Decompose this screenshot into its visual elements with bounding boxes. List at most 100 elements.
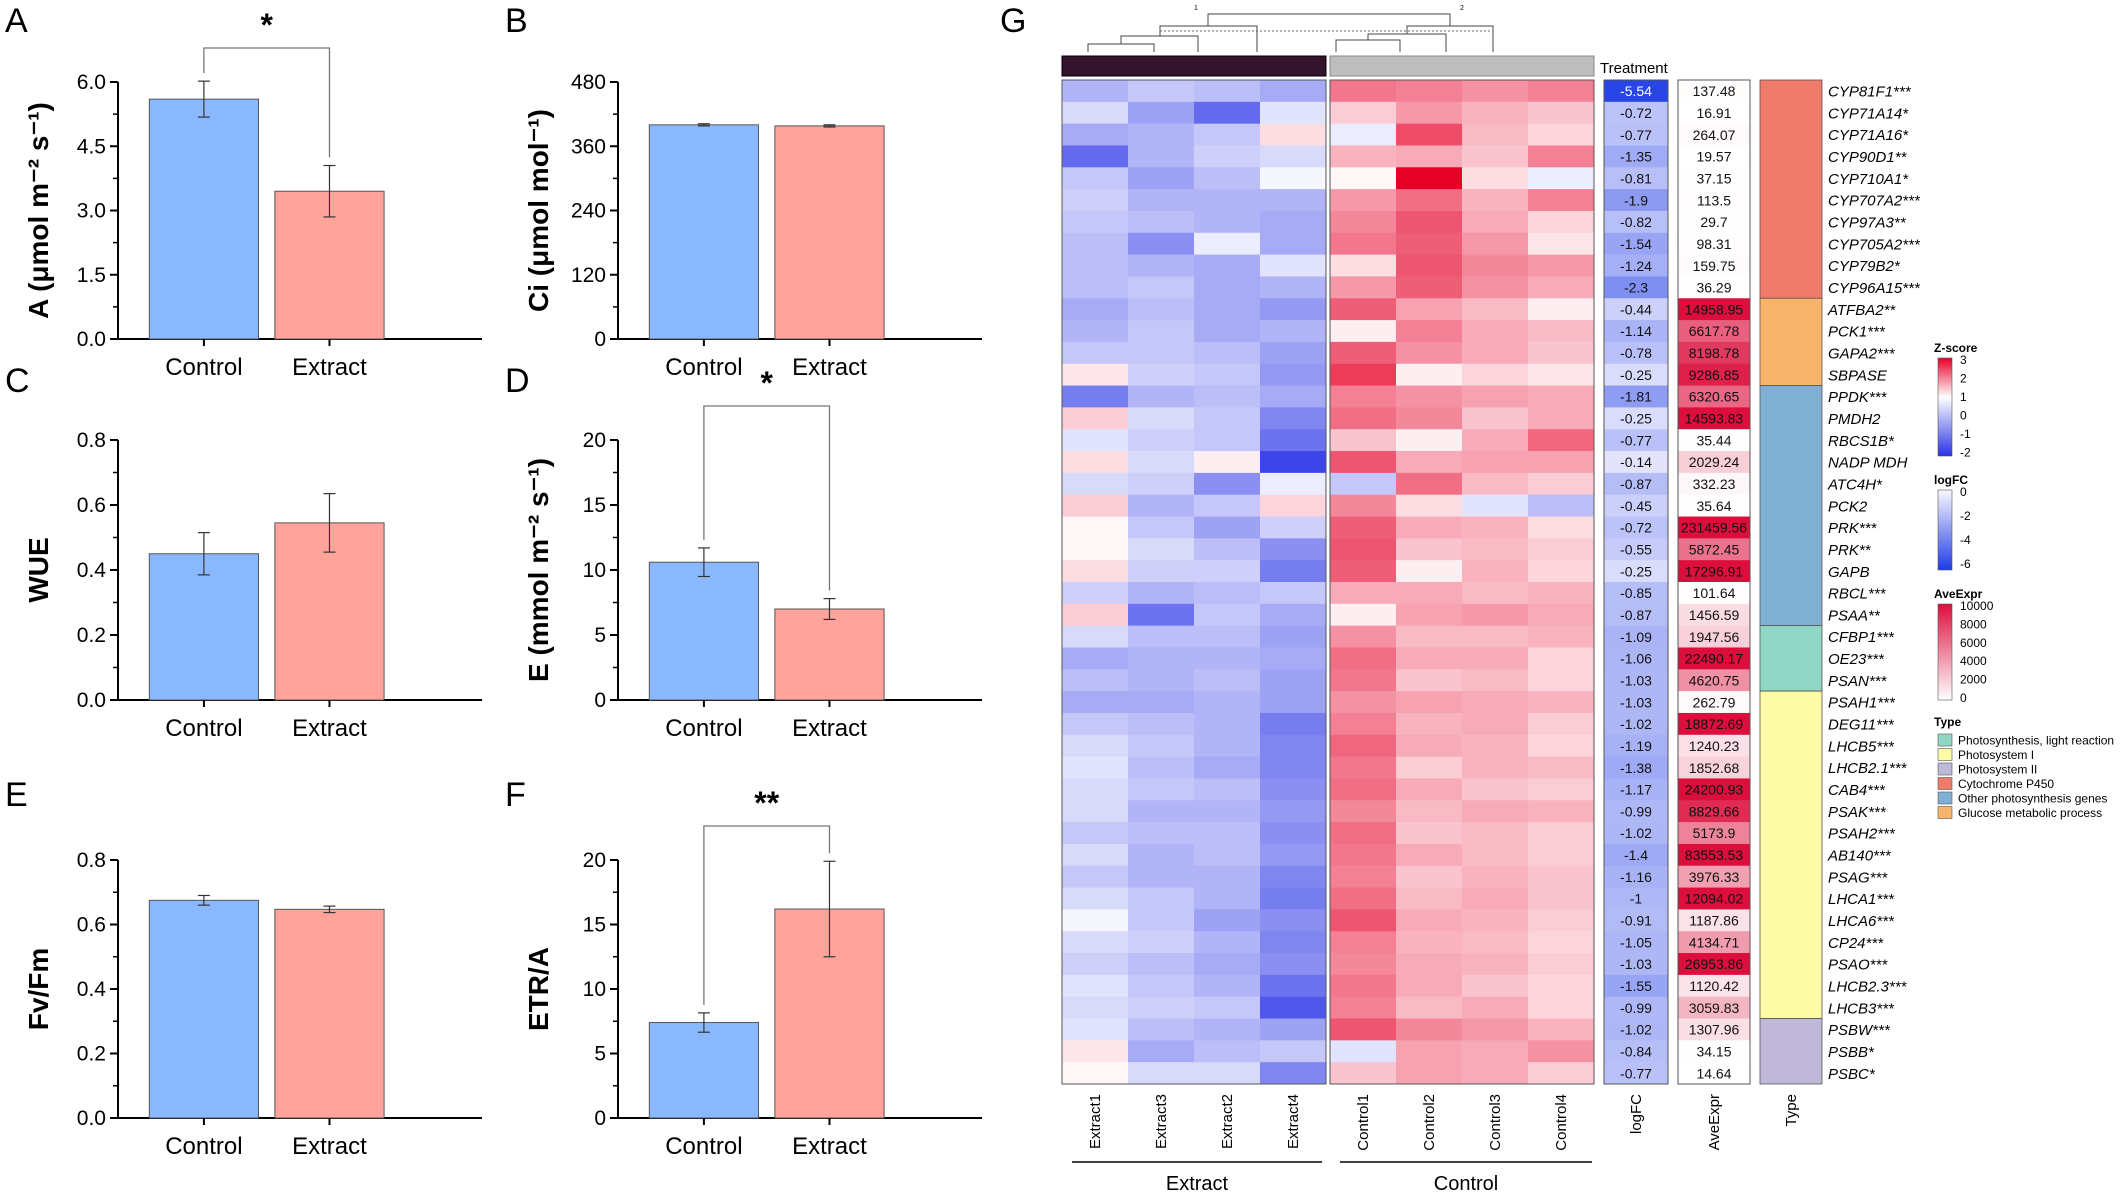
significance-marker: * xyxy=(260,7,273,43)
logfc-column: -5.54 -0.72 -0.77 -1.35 -0.81 -1.9 -0.82 -1.54 -… xyxy=(1603,79,1669,1085)
heatmap-cell xyxy=(1062,123,1129,146)
heatmap-cell xyxy=(1528,80,1595,103)
aveexpr-cell xyxy=(1678,909,1750,932)
y-tick-label: 0 xyxy=(594,689,606,712)
logfc-cell xyxy=(1604,538,1668,561)
heatmap-cell xyxy=(1396,516,1463,539)
heatmap-cell xyxy=(1462,800,1529,823)
gene-label: PSAA** xyxy=(1828,607,1881,624)
heatmap-cell xyxy=(1194,691,1261,714)
heatmap-cell xyxy=(1062,320,1129,343)
logfc-value: -0.55 xyxy=(1620,541,1652,557)
gene-label: CYP705A2*** xyxy=(1828,236,1921,253)
logfc-cell xyxy=(1604,145,1668,168)
aveexpr-value: 159.75 xyxy=(1693,258,1736,274)
heatmap-cell xyxy=(1528,472,1595,496)
heatmap-cell xyxy=(1330,582,1397,605)
gene-label: LHCA6*** xyxy=(1828,913,1895,930)
logfc-value: -0.87 xyxy=(1620,476,1652,492)
heatmap-cell xyxy=(1528,865,1595,889)
y-tick-label: 0.2 xyxy=(77,1043,106,1066)
heatmap-cell xyxy=(1330,254,1397,277)
gene-label: LHCA1*** xyxy=(1828,891,1895,908)
heatmap-cell xyxy=(1396,232,1463,256)
heatmap-cell xyxy=(1260,472,1327,496)
logfc-cell xyxy=(1604,691,1668,714)
significance-marker: ** xyxy=(754,785,779,821)
logfc-cell xyxy=(1604,1040,1668,1063)
heatmap-cell xyxy=(1462,822,1529,845)
heatmap-cell xyxy=(1396,953,1463,976)
aveexpr-value: 14593.83 xyxy=(1685,411,1744,427)
heatmap-cell xyxy=(1396,167,1463,190)
heatmap-cell xyxy=(1062,298,1129,321)
y-tick-label: 0.4 xyxy=(77,978,107,1001)
gene-label: PCK1*** xyxy=(1828,324,1886,341)
panel-label-f: F xyxy=(505,776,526,814)
heatmap-cell xyxy=(1194,298,1261,321)
heatmap-cell xyxy=(1396,996,1463,1020)
gene-label: PSBC* xyxy=(1828,1066,1876,1083)
heatmap-cell xyxy=(1194,80,1261,103)
significance-bracket xyxy=(703,405,831,591)
treatment-label: Treatment xyxy=(1600,60,1669,77)
heatmap-cell xyxy=(1462,80,1529,103)
heatmap-cell xyxy=(1396,341,1463,365)
heatmap-cell xyxy=(1396,603,1463,627)
heatmap-cell xyxy=(1396,712,1463,736)
heatmap-cell xyxy=(1260,734,1327,758)
bar-control xyxy=(148,553,260,701)
heatmap-cell xyxy=(1128,1018,1195,1041)
heatmap-cell xyxy=(1330,953,1397,976)
column-label: Control4 xyxy=(1553,1094,1570,1151)
heatmap-cell xyxy=(1528,298,1595,321)
gene-label: RBCL*** xyxy=(1828,586,1887,603)
logfc-value: -1.55 xyxy=(1620,978,1652,994)
aveexpr-value: 98.31 xyxy=(1696,236,1731,252)
heatmap-cell xyxy=(1194,101,1261,125)
legend-tick-zscore: -2 xyxy=(1960,446,1971,460)
y-tick-label: 20 xyxy=(583,849,606,872)
heatmap-cell xyxy=(1062,145,1129,168)
y-tick-label: 0.8 xyxy=(77,849,106,872)
heatmap-cell xyxy=(1062,843,1129,867)
heatmap-cell xyxy=(1062,538,1129,561)
legend-title-type: Type xyxy=(1934,715,1961,729)
heatmap-cell xyxy=(1260,363,1327,387)
heatmap-cell xyxy=(1330,560,1397,583)
legend-tick-aveexpr: 8000 xyxy=(1960,617,1987,631)
aveexpr-value: 24200.93 xyxy=(1685,782,1744,798)
aveexpr-value: 113.5 xyxy=(1697,192,1731,208)
heatmap-cell xyxy=(1462,625,1529,648)
x-tick-label: Control xyxy=(165,354,242,381)
heatmap-cell xyxy=(1528,669,1595,692)
heatmap-cell xyxy=(1128,669,1195,692)
group-label-extract: Extract xyxy=(1166,1173,1229,1194)
heatmap-cell xyxy=(1528,843,1595,867)
aveexpr-cell xyxy=(1678,80,1750,103)
heatmap-cell xyxy=(1528,320,1595,343)
aveexpr-cell xyxy=(1678,472,1750,496)
heatmap-cell xyxy=(1260,320,1327,343)
legend-tick-aveexpr: 0 xyxy=(1960,691,1967,705)
heatmap-cell xyxy=(1462,363,1529,387)
aveexpr-value: 8198.78 xyxy=(1689,345,1740,361)
legend-tick-aveexpr: 4000 xyxy=(1960,654,1987,668)
legend-swatch xyxy=(1937,733,1953,747)
y-tick-label: 5 xyxy=(594,1043,606,1066)
heatmap-cell xyxy=(1462,167,1529,190)
heatmap-cell xyxy=(1330,931,1397,954)
heatmap-cell xyxy=(1330,603,1397,627)
logfc-value: -1 xyxy=(1630,891,1643,907)
aveexpr-value: 19.57 xyxy=(1696,149,1731,165)
heatmap-cell xyxy=(1194,625,1261,648)
heatmap-cell xyxy=(1462,123,1529,146)
heatmap-cell xyxy=(1062,778,1129,801)
heatmap-cell xyxy=(1260,647,1327,670)
heatmap-cell xyxy=(1260,843,1327,867)
heatmap-cell xyxy=(1062,429,1129,452)
heatmap-cell xyxy=(1128,451,1195,474)
legend-tick-logfc: -4 xyxy=(1960,533,1971,547)
heatmap-cell xyxy=(1462,385,1529,408)
